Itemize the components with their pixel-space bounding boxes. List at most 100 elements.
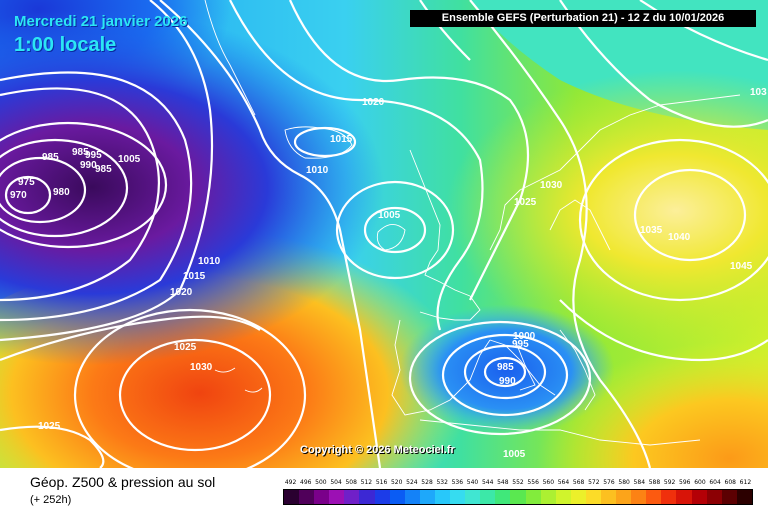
- color-scale-value: 560: [542, 479, 555, 486]
- color-scale-swatch: [404, 490, 420, 504]
- pressure-label: 1020: [362, 97, 385, 108]
- color-scale-value: 532: [436, 479, 448, 486]
- pressure-label: 970: [10, 190, 27, 201]
- pressure-label: 1010: [306, 165, 329, 176]
- pressure-label: 1040: [668, 232, 691, 243]
- coastlines: [204, 0, 741, 446]
- legend-subtitle: (+ 252h): [30, 494, 72, 506]
- color-scale-bar: [283, 489, 753, 505]
- color-scale-swatch: [570, 490, 586, 504]
- color-scale-swatch: [646, 490, 662, 504]
- pressure-label: 985: [42, 152, 59, 163]
- pressure-label: 995: [512, 339, 529, 350]
- color-scale-swatch: [631, 490, 647, 504]
- pressure-label: 1015: [183, 271, 206, 282]
- pressure-label: 985: [72, 147, 89, 158]
- color-scale-swatch: [736, 490, 752, 504]
- color-scale-value: 572: [588, 479, 600, 486]
- legend-panel: Géop. Z500 & pression au sol (+ 252h) 49…: [0, 468, 768, 512]
- color-scale-swatch: [495, 490, 511, 504]
- pressure-label: 1020: [170, 287, 193, 298]
- color-scale-swatch: [329, 490, 345, 504]
- color-scale-value: 500: [315, 479, 327, 486]
- color-scale-swatch: [600, 490, 617, 504]
- color-scale-swatch: [555, 490, 571, 504]
- pressure-label: 1005: [503, 449, 526, 460]
- pressure-label: 985: [95, 164, 112, 175]
- color-scale-swatch: [359, 490, 375, 504]
- color-scale-value: 576: [603, 479, 615, 486]
- color-scale-value: 600: [694, 479, 706, 486]
- pressure-label: 995: [85, 150, 102, 161]
- color-scale-value: 528: [421, 479, 433, 486]
- pressure-label: 1025: [38, 421, 61, 432]
- forecast-date: Mercredi 21 janvier 2026: [14, 13, 188, 30]
- pressure-label: 1025: [514, 197, 537, 208]
- color-scale-value: 544: [481, 479, 494, 486]
- color-scale-swatch: [344, 490, 360, 504]
- color-scale-value: 584: [633, 479, 646, 486]
- color-scale-value: 508: [345, 479, 357, 486]
- color-scale-value: 524: [406, 479, 418, 486]
- color-scale-value: 564: [557, 479, 570, 486]
- color-scale-value: 592: [663, 479, 676, 486]
- color-scale-value: 568: [572, 479, 585, 486]
- color-scale-swatch: [314, 490, 330, 504]
- pressure-label: 980: [53, 187, 70, 198]
- weather-map: 970 975 980 985 985 995 990 985 1005 101…: [0, 0, 768, 468]
- color-scale-value: 608: [724, 479, 736, 486]
- pressure-label: 975: [18, 177, 35, 188]
- color-scale-swatch: [676, 490, 692, 504]
- color-scale-swatch: [465, 490, 481, 504]
- color-scale-labels: 492 496 500 504 508 512 516 520 524 528 532 536 540 5…: [283, 479, 753, 488]
- color-scale-swatch: [691, 490, 707, 504]
- color-scale-swatch: [419, 490, 435, 504]
- color-scale-value: 596: [679, 479, 691, 486]
- color-scale-swatch: [374, 490, 390, 504]
- pressure-label: 1005: [118, 154, 141, 165]
- legend-title: Géop. Z500 & pression au sol: [30, 474, 216, 490]
- color-scale-swatch: [616, 490, 632, 504]
- color-scale-value: 536: [451, 479, 464, 486]
- color-scale-swatch: [525, 490, 541, 504]
- color-scale-swatch: [389, 490, 405, 504]
- pressure-label: 1000: [513, 331, 536, 342]
- color-scale-value: 604: [709, 479, 721, 486]
- pressure-label: 985: [497, 362, 514, 373]
- color-scale-value: 492: [284, 479, 297, 486]
- color-scale-value: 612: [739, 479, 752, 486]
- color-scale-swatch: [661, 490, 677, 504]
- color-scale-value: 552: [512, 479, 524, 486]
- color-scale-swatch: [721, 490, 737, 504]
- color-scale-value: 504: [330, 479, 342, 486]
- color-scale-value: 556: [527, 479, 539, 486]
- color-scale-value: 520: [390, 479, 403, 486]
- color-scale-swatch: [284, 490, 300, 504]
- isobars: [0, 0, 768, 468]
- color-scale-value: 548: [497, 479, 509, 486]
- color-scale-swatch: [706, 490, 722, 504]
- pressure-label: 990: [80, 160, 97, 171]
- color-scale-value: 512: [360, 479, 373, 486]
- color-scale-value: 588: [648, 479, 661, 486]
- pressure-label: 1035: [640, 225, 663, 236]
- color-scale-value: 516: [375, 479, 388, 486]
- pressure-label: 103: [750, 87, 767, 98]
- pressure-label: 1010: [198, 256, 221, 267]
- pressure-label: 1005: [378, 210, 401, 221]
- color-scale-value: 580: [618, 479, 630, 486]
- color-scale-value: 496: [300, 479, 312, 486]
- color-scale-value: 540: [466, 479, 479, 486]
- pressure-label: 1045: [730, 261, 753, 272]
- color-scale-swatch: [434, 490, 451, 504]
- pressure-label: 1030: [190, 362, 213, 373]
- color-scale-swatch: [480, 490, 496, 504]
- pressure-label: 990: [499, 376, 516, 387]
- color-scale-swatch: [585, 490, 601, 504]
- pressure-label: 1030: [540, 180, 563, 191]
- pressure-labels: 970 975 980 985 985 995 990 985 1005 101…: [10, 87, 767, 460]
- forecast-local-time: 1:00 locale: [14, 34, 117, 56]
- color-scale-swatch: [450, 490, 466, 504]
- color-scale-swatch: [299, 490, 315, 504]
- color-scale-swatch: [510, 490, 526, 504]
